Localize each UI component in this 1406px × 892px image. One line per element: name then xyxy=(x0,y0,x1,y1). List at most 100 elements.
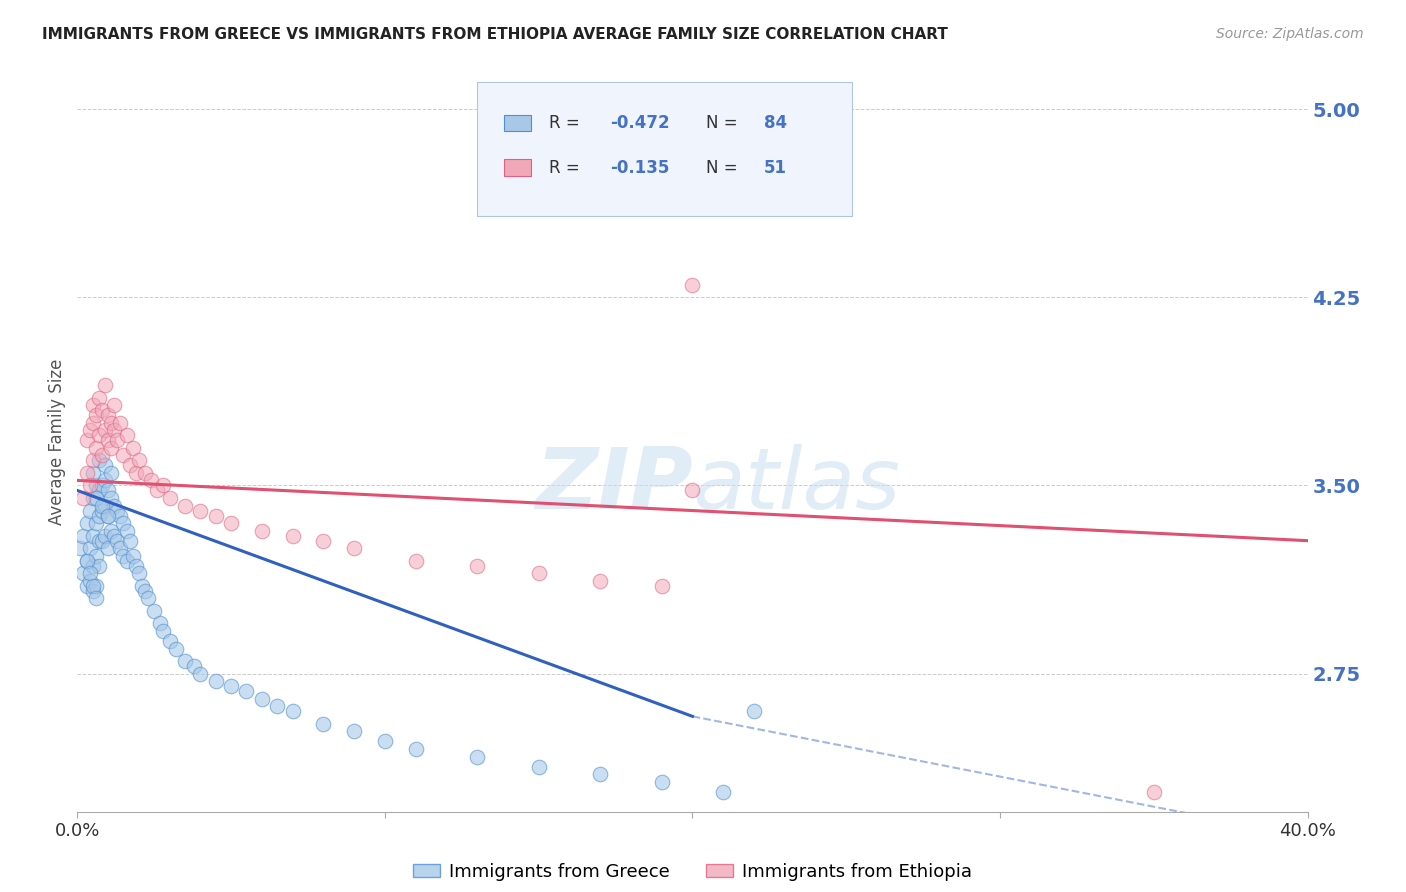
Point xyxy=(76,466,98,480)
Point xyxy=(82,466,104,480)
Point xyxy=(159,491,181,505)
Point xyxy=(72,491,94,505)
Point xyxy=(128,566,150,581)
Point xyxy=(87,428,110,442)
Point xyxy=(1143,784,1166,798)
Point xyxy=(143,604,166,618)
Point xyxy=(79,503,101,517)
Point xyxy=(100,491,122,505)
Point xyxy=(100,524,122,538)
Point xyxy=(79,423,101,437)
Point xyxy=(76,434,98,448)
Point xyxy=(125,466,148,480)
Point xyxy=(94,378,117,392)
Point xyxy=(103,499,125,513)
Point xyxy=(97,541,120,556)
Point xyxy=(281,529,304,543)
Point xyxy=(527,566,550,581)
Point xyxy=(87,508,110,523)
Point xyxy=(312,533,335,548)
Point xyxy=(110,541,132,556)
Point xyxy=(84,549,107,563)
Point xyxy=(82,529,104,543)
Point xyxy=(100,416,122,430)
Point xyxy=(82,398,104,412)
Point xyxy=(115,554,138,568)
Point xyxy=(465,558,488,573)
Point xyxy=(136,591,159,606)
Text: -0.472: -0.472 xyxy=(610,114,669,132)
Point xyxy=(84,516,107,530)
Point xyxy=(682,277,704,292)
Point xyxy=(76,579,98,593)
Point xyxy=(87,483,110,498)
Point xyxy=(90,478,114,492)
Point xyxy=(69,541,91,556)
Point xyxy=(527,759,550,773)
Point xyxy=(165,641,187,656)
Point xyxy=(682,483,704,498)
Point xyxy=(82,583,104,598)
Point xyxy=(118,458,141,473)
Point xyxy=(374,734,396,748)
Text: -0.135: -0.135 xyxy=(610,159,669,177)
Point xyxy=(651,579,673,593)
Point xyxy=(90,499,114,513)
Point xyxy=(204,674,226,689)
Point xyxy=(131,579,153,593)
FancyBboxPatch shape xyxy=(505,160,531,176)
Point xyxy=(134,466,156,480)
Point xyxy=(90,503,114,517)
Point xyxy=(94,499,117,513)
Point xyxy=(405,554,427,568)
Point xyxy=(115,428,138,442)
Point xyxy=(149,616,172,631)
Point xyxy=(112,516,135,530)
Point xyxy=(84,441,107,455)
Point xyxy=(118,533,141,548)
Y-axis label: Average Family Size: Average Family Size xyxy=(48,359,66,524)
Point xyxy=(589,767,612,781)
Point xyxy=(110,416,132,430)
Point xyxy=(82,491,104,505)
Point xyxy=(312,717,335,731)
Point xyxy=(465,749,488,764)
Point xyxy=(110,508,132,523)
Point xyxy=(94,423,117,437)
Point xyxy=(219,516,242,530)
Point xyxy=(105,533,128,548)
Point xyxy=(141,474,163,488)
Point xyxy=(235,684,257,698)
Point xyxy=(82,416,104,430)
Point xyxy=(266,699,288,714)
Point xyxy=(87,453,110,467)
Point xyxy=(250,691,273,706)
Point xyxy=(97,408,120,422)
Point xyxy=(100,466,122,480)
Point xyxy=(742,704,765,718)
Text: IMMIGRANTS FROM GREECE VS IMMIGRANTS FROM ETHIOPIA AVERAGE FAMILY SIZE CORRELATI: IMMIGRANTS FROM GREECE VS IMMIGRANTS FRO… xyxy=(42,27,948,42)
Point xyxy=(188,503,212,517)
Point xyxy=(82,453,104,467)
Point xyxy=(90,448,114,462)
Text: R =: R = xyxy=(548,159,585,177)
Point xyxy=(82,558,104,573)
Point xyxy=(589,574,612,588)
Text: Source: ZipAtlas.com: Source: ZipAtlas.com xyxy=(1216,27,1364,41)
Point xyxy=(219,679,242,693)
Point xyxy=(90,533,114,548)
Point xyxy=(152,478,174,492)
Point xyxy=(94,529,117,543)
Point xyxy=(134,583,156,598)
Point xyxy=(87,391,110,405)
Point xyxy=(174,654,197,668)
Point xyxy=(72,566,94,581)
Text: 51: 51 xyxy=(763,159,787,177)
Point xyxy=(94,458,117,473)
Point xyxy=(79,566,101,581)
FancyBboxPatch shape xyxy=(505,115,531,131)
Point xyxy=(112,549,135,563)
Point xyxy=(76,516,98,530)
Point xyxy=(405,742,427,756)
Legend: Immigrants from Greece, Immigrants from Ethiopia: Immigrants from Greece, Immigrants from … xyxy=(406,855,979,888)
